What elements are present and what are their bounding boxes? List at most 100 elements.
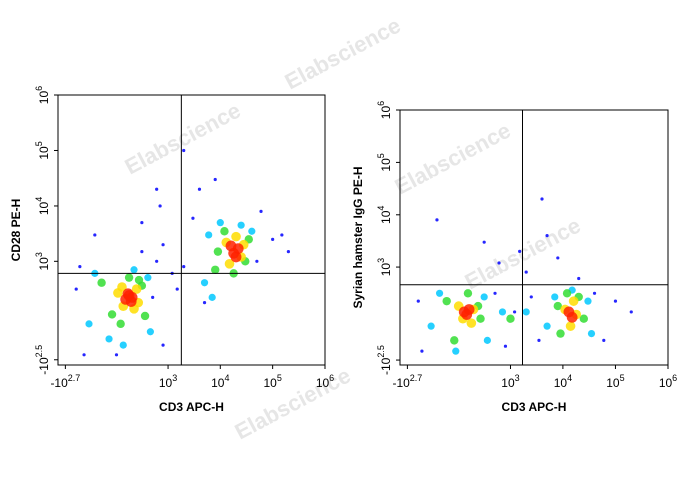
event-point	[205, 231, 213, 239]
event-point	[85, 320, 93, 328]
tick-label: 103	[376, 258, 393, 276]
tick-label: 104	[554, 373, 572, 390]
tick-label: 105	[606, 373, 624, 390]
tick-label: 104	[34, 197, 51, 215]
event-point	[577, 276, 581, 281]
event-point	[518, 249, 522, 253]
event-point	[202, 301, 207, 305]
tick-exponent: 5	[376, 153, 386, 158]
event-point	[498, 308, 507, 316]
tick-exponent: 3	[376, 258, 386, 263]
plot-frame	[57, 94, 326, 366]
tick-base: 10	[37, 91, 51, 105]
event-point	[93, 233, 97, 237]
tick-base: 10	[379, 263, 393, 277]
event-point	[200, 279, 209, 287]
event-point	[197, 187, 202, 191]
event-point	[493, 291, 497, 295]
event-point	[230, 251, 242, 263]
event-point	[587, 329, 596, 338]
tick-label: 106	[659, 373, 677, 390]
tick-exponent: 2.7	[68, 373, 81, 383]
event-point	[503, 344, 508, 348]
tick-exponent: 4	[224, 373, 229, 383]
tick-exponent: 6	[329, 373, 334, 383]
event-point	[255, 259, 259, 263]
event-point	[144, 274, 152, 282]
event-point	[225, 240, 237, 252]
tick-label: -102.7	[50, 373, 80, 390]
event-point	[74, 287, 78, 291]
event-point	[556, 329, 565, 338]
tick-exponent: 3	[172, 373, 177, 383]
event-point	[452, 347, 460, 355]
tick-label: -102.5	[34, 345, 51, 375]
tick-exponent: 4	[567, 373, 572, 383]
tick-exponent: 4	[34, 197, 44, 202]
tick-base: 10	[501, 376, 515, 390]
tick-base: 10	[316, 376, 330, 390]
event-point	[182, 265, 186, 269]
event-point	[213, 247, 223, 256]
tick-base: 10	[37, 146, 51, 160]
event-point	[416, 299, 420, 303]
watermark: Elabscience	[281, 13, 405, 95]
event-point	[82, 353, 86, 357]
event-point	[248, 227, 256, 235]
tick-label: 103	[501, 373, 519, 390]
event-point	[158, 204, 162, 208]
tick-exponent: 6	[672, 373, 677, 383]
event-point	[271, 237, 275, 241]
tick-exponent: 5	[277, 373, 282, 383]
event-point	[551, 293, 559, 301]
tick-label: 106	[316, 373, 334, 390]
tick-base: 10	[159, 376, 173, 390]
tick-label: 105	[376, 153, 393, 171]
event-point	[562, 289, 572, 298]
event-point	[208, 293, 216, 301]
event-point	[442, 296, 451, 306]
tick-exponent: 6	[34, 86, 44, 91]
event-point	[629, 310, 633, 314]
event-point	[124, 273, 134, 282]
event-point	[117, 282, 127, 292]
event-point	[435, 289, 444, 297]
watermark: Elabscience	[121, 98, 245, 180]
tick-exponent: 6	[376, 101, 386, 106]
event-point	[553, 301, 563, 311]
event-point	[116, 319, 125, 329]
tick-base: 10	[659, 376, 673, 390]
event-point	[146, 328, 154, 336]
event-point	[579, 314, 589, 323]
event-point	[480, 293, 488, 301]
tick-label: 106	[34, 86, 51, 104]
y-axis-label: CD28 PE-H	[9, 199, 23, 262]
event-point	[155, 259, 159, 263]
event-point	[134, 275, 144, 285]
event-point	[97, 278, 106, 287]
event-point	[151, 295, 155, 299]
watermark: Elabscience	[391, 118, 515, 200]
tick-label: 106	[376, 101, 393, 119]
tick-exponent: 5	[620, 373, 625, 383]
event-point	[130, 266, 138, 274]
tick-exponent: 3	[34, 252, 44, 257]
tick-label: 103	[34, 252, 51, 270]
event-point	[512, 310, 517, 314]
event-point	[161, 243, 165, 247]
event-point	[540, 197, 544, 201]
tick-base: -10	[50, 376, 68, 390]
event-point	[140, 221, 144, 225]
event-point	[140, 250, 144, 254]
y-axis-label: Syrian hamster IgG PE-H	[351, 166, 365, 308]
tick-exponent: 4	[376, 206, 386, 211]
event-point	[259, 209, 263, 213]
event-point	[237, 221, 245, 229]
tick-label: 103	[159, 373, 177, 390]
event-point	[524, 270, 528, 274]
tick-label: 104	[211, 373, 229, 390]
event-point	[155, 187, 159, 191]
event-point	[420, 349, 424, 353]
event-point	[125, 296, 137, 307]
tick-base: -10	[37, 357, 51, 375]
